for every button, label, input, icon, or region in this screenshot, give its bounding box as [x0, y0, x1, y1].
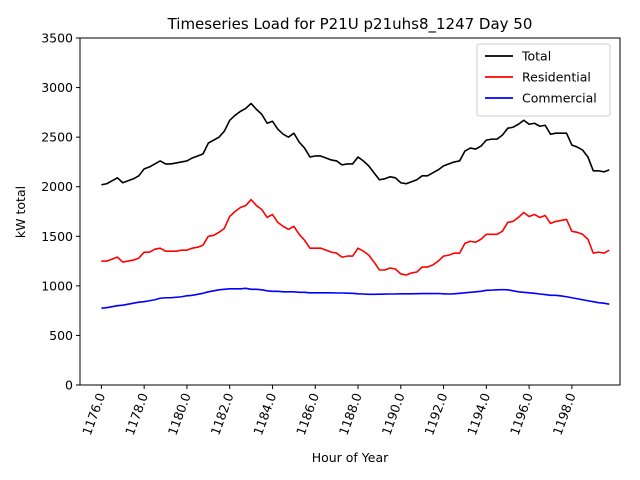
y-tick-label: 3500: [41, 31, 73, 46]
chart-title: Timeseries Load for P21U p21uhs8_1247 Da…: [167, 15, 533, 34]
legend-label-commercial: Commercial: [522, 91, 597, 106]
y-tick-label: 2500: [41, 130, 73, 145]
y-tick-label: 500: [49, 328, 73, 343]
plot-frame: [79, 37, 621, 386]
legend-label-residential: Residential: [522, 70, 591, 85]
series-line-commercial: [101, 287, 610, 309]
y-tick-label: 1500: [41, 229, 73, 244]
series-line-residential: [101, 198, 610, 276]
series-line-total: [101, 102, 610, 186]
x-axis-label: Hour of Year: [312, 450, 389, 465]
y-tick-label: 3000: [41, 80, 73, 95]
legend-label-total: Total: [521, 49, 551, 64]
y-axis: 0 500 1000 1500 2000 2500 3000 3500: [41, 31, 80, 393]
y-tick-label: 1000: [41, 278, 73, 293]
y-tick-label: 0: [65, 378, 73, 393]
legend: Total Residential Commercial: [476, 43, 611, 117]
y-tick-label: 2000: [41, 179, 73, 194]
plot-area: [79, 37, 621, 386]
y-axis-label: kW total: [13, 186, 28, 238]
